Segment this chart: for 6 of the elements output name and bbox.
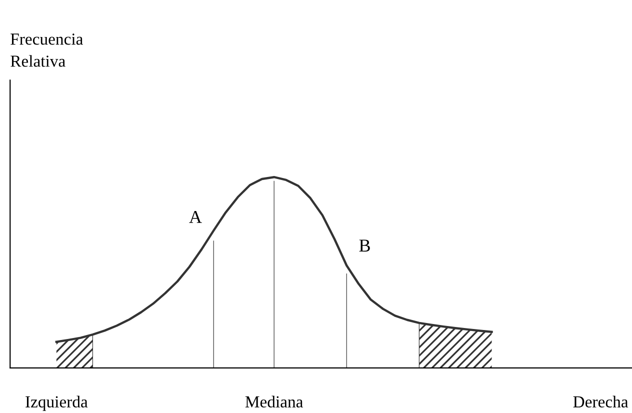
x-tick-label: Izquierda <box>26 396 88 411</box>
annotation: A <box>189 210 202 223</box>
x-tick-label: Mediana <box>245 396 304 408</box>
annotation: B <box>359 240 370 252</box>
x-tick-label: Derecha <box>573 396 628 408</box>
text: Frecuencia Relativa <box>10 34 83 67</box>
